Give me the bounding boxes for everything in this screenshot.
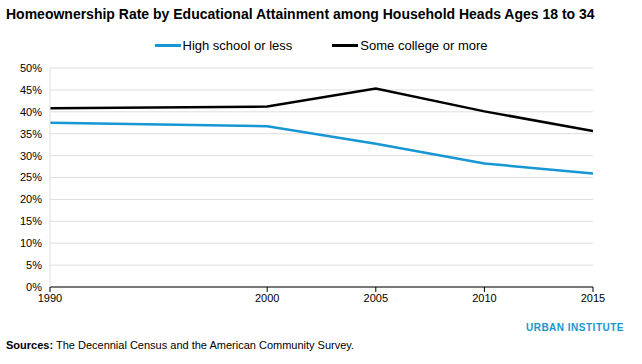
svg-text:35%: 35% — [20, 128, 42, 140]
svg-text:2010: 2010 — [472, 292, 496, 304]
svg-text:25%: 25% — [20, 171, 42, 183]
html-text:Homeownership Rate by Educatio: Homeownership Rate by Educational Attain… — [6, 6, 595, 22]
svg-text:10%: 10% — [20, 237, 42, 249]
svg-text:1990: 1990 — [38, 292, 62, 304]
svg-text:5%: 5% — [26, 259, 42, 271]
svg-text:45%: 45% — [20, 84, 42, 96]
html-text:High school or less: High school or less — [182, 38, 293, 53]
svg-text:2015: 2015 — [581, 292, 605, 304]
svg-text:2000: 2000 — [255, 292, 279, 304]
svg-text:2005: 2005 — [364, 292, 388, 304]
html-text:Sources: The Decennial Census: Sources: The Decennial Census and the Am… — [6, 339, 355, 351]
html-text:Some college or more: Some college or more — [360, 38, 488, 53]
svg-text:50%: 50% — [20, 62, 42, 74]
svg-text:40%: 40% — [20, 106, 42, 118]
svg-text:0%: 0% — [26, 281, 42, 293]
svg-text:30%: 30% — [20, 150, 42, 162]
html-text:URBAN INSTITUTE: URBAN INSTITUTE — [525, 322, 624, 333]
svg-text:15%: 15% — [20, 215, 42, 227]
svg-text:20%: 20% — [20, 193, 42, 205]
